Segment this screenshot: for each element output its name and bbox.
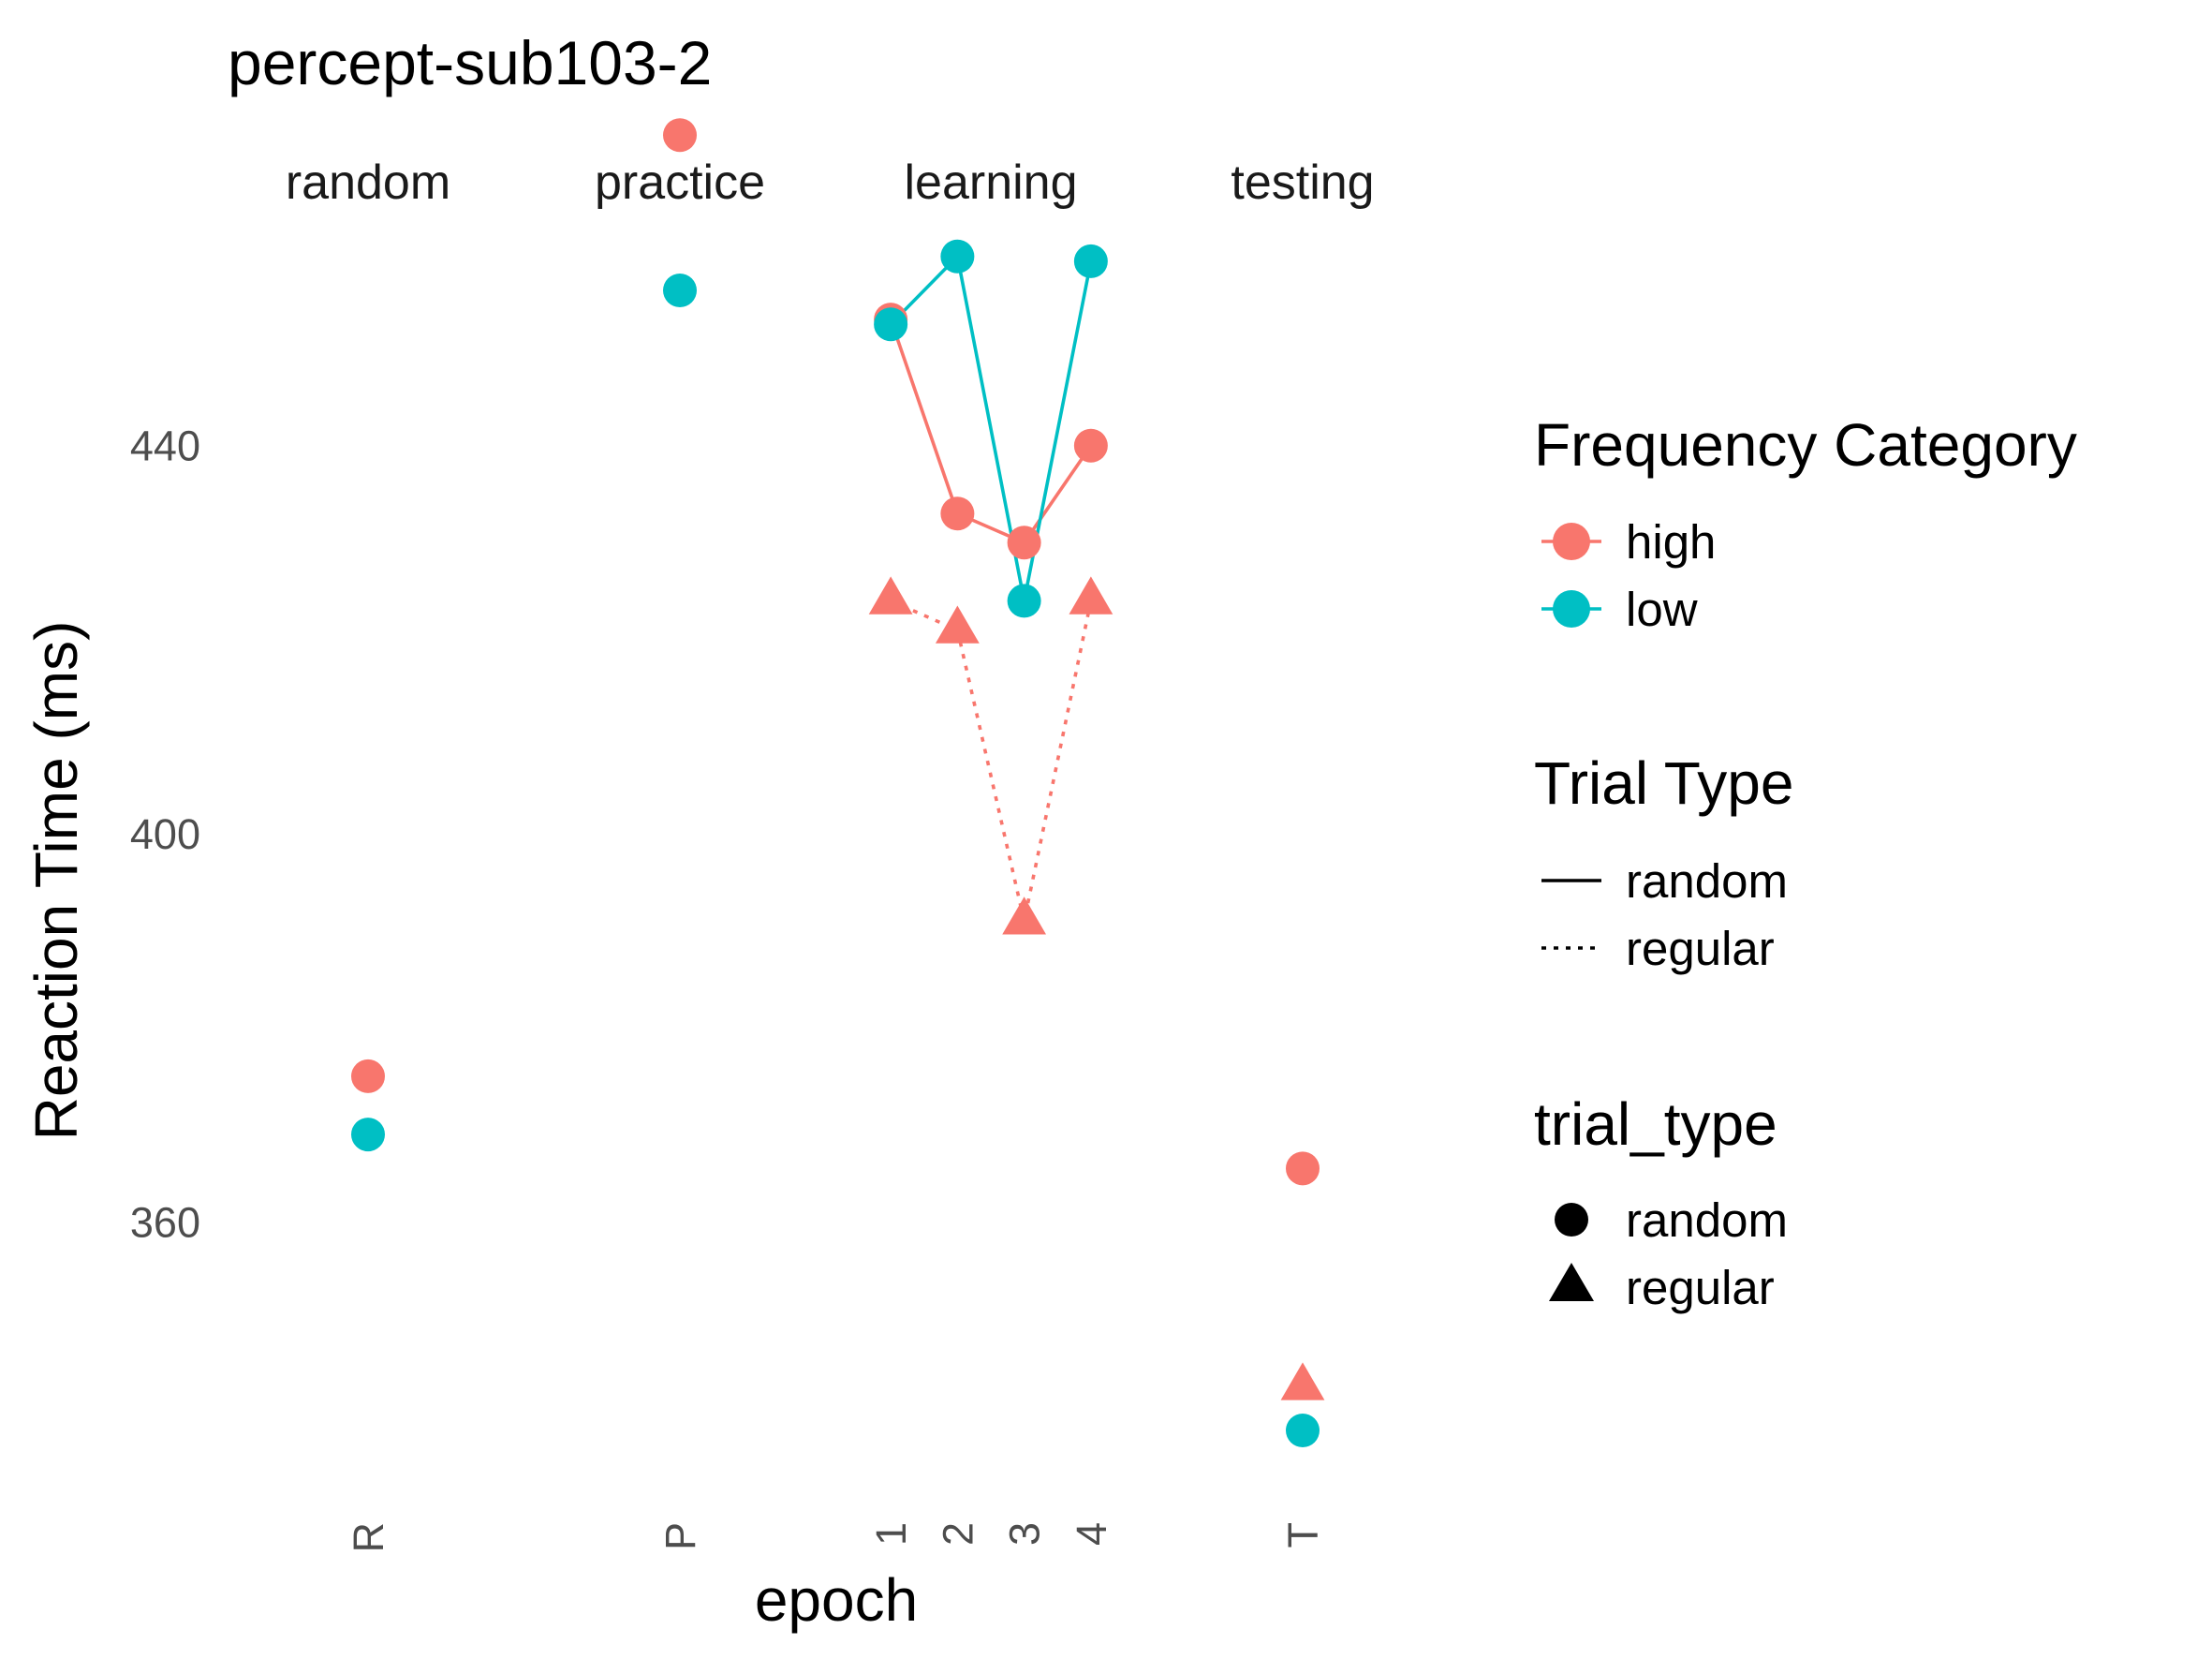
data-point-high-random-3 [1007,526,1041,560]
x-axis-title: epoch [755,1566,918,1634]
series-points [351,118,1325,1447]
facet-label-learning: learning [904,156,1077,210]
x-tick-label: 3 [1001,1522,1049,1546]
y-tick-label: 440 [130,422,200,470]
legend-label: low [1626,583,1698,636]
legend-title: Trial Type [1534,749,1793,817]
facet-label-practice: practice [595,156,765,210]
data-point-high-regular-1 [868,576,913,615]
legend-key-shape-regular [1549,1263,1594,1301]
x-tick-label: P [656,1522,704,1550]
data-point-high-regular-3 [1002,896,1047,935]
legend-key-point-high [1553,523,1590,560]
data-point-high-random-4 [1073,428,1108,463]
legend-label: high [1626,515,1716,569]
series-line-high-regular [890,599,1093,922]
series-line-low-random [889,253,1093,601]
legend-title: Frequency Category [1534,411,2077,479]
legend-key-point-low [1553,590,1590,628]
data-point-low-random-R [351,1118,385,1152]
legend-label: random [1626,1193,1788,1247]
data-point-low-random-1 [874,307,908,342]
data-point-high-random-2 [940,496,975,531]
facet-strips: random practice learning testing [286,156,1375,210]
data-point-high-regular-4 [1069,576,1113,615]
data-point-low-random-3 [1007,584,1041,618]
facet-label-testing: testing [1231,156,1374,210]
data-point-low-random-2 [940,239,975,274]
legend-key-shape-random [1555,1203,1588,1237]
x-tick-label: R [345,1522,392,1553]
data-point-low-random-4 [1073,244,1108,278]
y-axis-ticks: 360 400 440 [130,422,200,1247]
x-tick-label: 1 [867,1522,915,1546]
legend-title: trial_type [1534,1090,1777,1158]
data-point-low-random-T [1286,1413,1320,1447]
legend-label: regular [1626,1261,1775,1314]
y-tick-label: 360 [130,1198,200,1246]
x-tick-label: 4 [1068,1522,1115,1546]
data-point-high-regular-T [1280,1362,1325,1400]
data-point-high-random-R [351,1059,385,1093]
data-point-low-random-P [663,274,697,307]
legend-label: random [1626,854,1788,908]
series-lines [889,253,1093,922]
facet-label-random: random [286,156,450,210]
chart-title: percept-sub103-2 [228,28,712,97]
legend: Frequency Category high low Trial Type rando… [1534,411,2077,1314]
x-tick-label: 2 [934,1522,981,1546]
data-point-high-random-P [663,118,697,153]
y-tick-label: 400 [130,810,200,858]
series-line-high-random [889,318,1093,545]
data-point-high-random-T [1286,1151,1320,1186]
x-tick-label: T [1279,1522,1327,1548]
data-point-high-regular-2 [935,605,980,644]
y-axis-title: Reaction Time (ms) [22,621,90,1141]
legend-label: regular [1626,922,1775,975]
